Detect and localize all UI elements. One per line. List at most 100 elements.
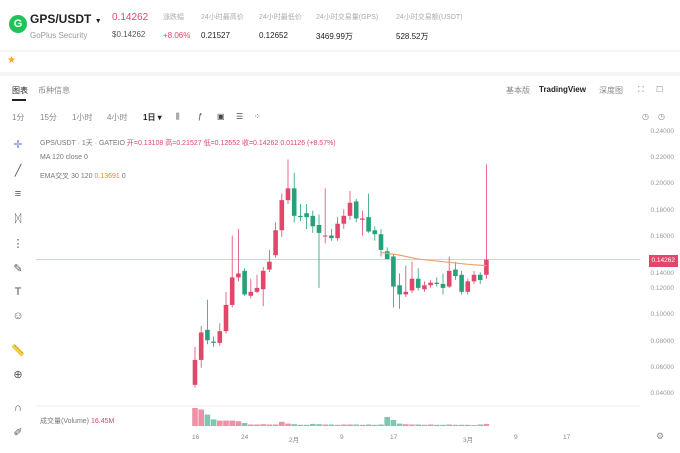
- candle-body: [211, 341, 216, 343]
- date-tick: 3月: [463, 437, 474, 444]
- volume-bar: [421, 424, 428, 426]
- volume-bar: [272, 424, 279, 426]
- trendline-icon[interactable]: ╱: [14, 165, 22, 177]
- zoom-in-icon[interactable]: ⊕: [13, 369, 23, 381]
- fullscreen-icon[interactable]: ⛶: [638, 85, 644, 94]
- candle-body: [298, 215, 303, 218]
- candle-body: [459, 274, 464, 292]
- candle-body: [205, 329, 210, 341]
- volume-bar: [229, 420, 235, 426]
- tab-chart[interactable]: 图表: [12, 86, 28, 95]
- last-price: 0.14262: [112, 12, 149, 23]
- text-icon[interactable]: T: [14, 286, 22, 298]
- price-tick: 0.12000: [650, 285, 675, 293]
- tab-tradingview[interactable]: TradingView: [539, 85, 586, 94]
- volume-bar: [241, 423, 248, 426]
- lock-drawing-icon[interactable]: ✐: [13, 427, 23, 439]
- candle-body: [329, 235, 334, 239]
- candle-body: [229, 277, 235, 305]
- candle-body: [273, 230, 278, 256]
- interval-1d[interactable]: 1日 ▾: [143, 113, 162, 122]
- volume-bar: [347, 424, 353, 426]
- stat-high: 24小时最高价 0.21527: [201, 14, 244, 40]
- candle-body: [378, 234, 384, 250]
- template-icon[interactable]: ▣: [217, 112, 225, 121]
- candle-body: [242, 270, 247, 295]
- price-tick: 0.04000: [650, 390, 675, 397]
- candle-body: [391, 256, 396, 287]
- candle-body: [397, 285, 402, 295]
- indicators-icon[interactable]: ƒ: [198, 112, 203, 121]
- volume-bar: [415, 424, 421, 426]
- volume-bar: [334, 424, 341, 426]
- candle-body: [223, 304, 229, 332]
- candle-body: [248, 291, 254, 296]
- volume-bar: [248, 424, 254, 426]
- candle-body: [304, 213, 309, 218]
- candle-body: [384, 251, 390, 260]
- tab-depth[interactable]: 深度图: [599, 86, 623, 95]
- date-tick: 2月: [289, 437, 300, 444]
- volume-bar: [440, 424, 446, 426]
- candle-body: [471, 274, 477, 282]
- stat-volume: 24小时交易量(GPS) 3469.99万: [316, 14, 379, 41]
- price-tick: 0.06000: [650, 363, 675, 371]
- axis-settings-icon[interactable]: ⚙: [656, 431, 665, 441]
- candle-body: [366, 217, 371, 232]
- fib-icon[interactable]: ≡: [14, 188, 22, 200]
- settings-list-icon[interactable]: ☰: [236, 112, 244, 121]
- candle-type-icon[interactable]: ⫼: [176, 112, 180, 121]
- token-logo: G: [9, 15, 27, 33]
- candle-body: [310, 215, 316, 227]
- price-tick: 0.10000: [650, 311, 675, 319]
- star-icon[interactable]: ★: [7, 55, 16, 66]
- volume-bar: [266, 424, 273, 426]
- interval-1h[interactable]: 1小时: [72, 113, 93, 122]
- tab-info[interactable]: 币种信息: [38, 86, 70, 95]
- candle-body: [465, 281, 471, 292]
- candle-body: [446, 270, 452, 287]
- candle-body: [477, 274, 483, 281]
- candle-body: [279, 200, 285, 231]
- interval-4h[interactable]: 4小时: [107, 113, 128, 122]
- price-tick: 0.14000: [650, 270, 675, 277]
- volume-bar: [217, 420, 223, 426]
- brush-icon[interactable]: ✎: [13, 263, 23, 275]
- date-tick: 24: [241, 434, 249, 441]
- window-icon[interactable]: ☐: [656, 85, 664, 94]
- magnet-icon[interactable]: ∩: [14, 402, 22, 414]
- date-tick: 9: [514, 434, 518, 441]
- forecast-icon[interactable]: ⋮: [12, 238, 24, 250]
- tab-basic[interactable]: 基本版: [506, 86, 530, 95]
- price-tick: 0.24000: [650, 128, 675, 135]
- chart-panel: 图表 币种信息 基本版 TradingView 深度图 ⛶ ☐ 1分 15分 1…: [0, 76, 680, 453]
- interval-1m[interactable]: 1分: [12, 113, 25, 122]
- interval-15m[interactable]: 15分: [40, 113, 57, 122]
- legend-ma[interactable]: MA 120 close 0: [40, 154, 88, 161]
- price-tick: 0.20000: [650, 180, 675, 188]
- crosshair-icon[interactable]: ✛: [13, 139, 23, 151]
- layout-icon[interactable]: ⁘: [254, 112, 261, 121]
- candle-body: [335, 223, 340, 239]
- volume-bar: [465, 424, 471, 426]
- volume-bar: [310, 423, 316, 426]
- volume-bar: [396, 423, 403, 426]
- candle-body: [198, 332, 204, 360]
- undo-icon[interactable]: ◷: [642, 112, 649, 121]
- candlestick-chart[interactable]: [0, 76, 680, 453]
- stat-change: 涨跌幅 +8.06%: [163, 14, 191, 40]
- redo-icon[interactable]: ◷: [658, 112, 665, 121]
- candle-body: [353, 201, 359, 219]
- pair-selector[interactable]: GPS/USDT ▼: [30, 12, 102, 26]
- pattern-icon[interactable]: ᛞ: [14, 213, 22, 225]
- stat-turnover: 24小时交易额(USDT) 528.52万: [396, 14, 463, 41]
- volume-bar: [452, 424, 459, 426]
- price-tick: 0.18000: [650, 206, 675, 214]
- favorites-bar: ★: [0, 52, 680, 72]
- legend-ema[interactable]: EMA交叉 30 120 0.13691 0: [40, 173, 126, 180]
- legend-volume[interactable]: 成交量(Volume) 16.45M: [40, 418, 115, 425]
- emoji-icon[interactable]: ☺: [12, 310, 24, 322]
- ruler-icon[interactable]: 📏: [11, 345, 25, 357]
- candle-body: [360, 218, 365, 220]
- volume-bar: [279, 421, 285, 426]
